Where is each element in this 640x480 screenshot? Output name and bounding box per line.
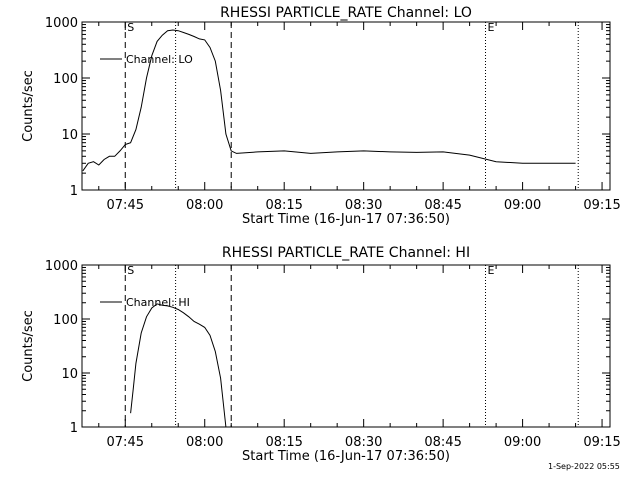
x-tick-label: 09:15 — [583, 435, 620, 450]
chart-panel-1: RHESSI PARTICLE_RATE Channel: LO 1 10 100 10… — [21, 5, 621, 227]
x-tick-label: 08:00 — [186, 435, 223, 450]
y-tick-label: 1 — [70, 421, 78, 436]
x-tick-label: 09:00 — [504, 198, 541, 213]
series-line-2 — [130, 303, 227, 428]
plot-frame — [81, 264, 611, 428]
x-tick-label: 08:15 — [265, 435, 302, 450]
x-tick-label: 08:00 — [186, 198, 223, 213]
y-tick-label: 10 — [61, 367, 78, 382]
x-tick-label: 08:45 — [424, 198, 461, 213]
legend-label: Channel: LO — [126, 53, 193, 66]
marker-label: S — [127, 264, 134, 277]
x-tick-label: 08:30 — [345, 435, 382, 450]
y-tick-label: 100 — [53, 72, 78, 87]
marker-label: S — [127, 21, 134, 34]
x-axis-label: Start Time (16-Jun-17 07:36:50) — [242, 449, 450, 464]
chart-panel-2: RHESSI PARTICLE_RATE Channel: HI 1 10 100 10… — [21, 245, 621, 464]
marker-label: E — [488, 264, 495, 277]
y-axis-label: Counts/sec — [21, 310, 36, 382]
x-axis-label: Start Time (16-Jun-17 07:36:50) — [242, 212, 450, 227]
y-tick-label: 1 — [70, 184, 78, 199]
y-tick-label: 1000 — [45, 259, 78, 274]
x-tick-label: 08:30 — [345, 198, 382, 213]
y-axis-label: Counts/sec — [21, 70, 36, 142]
x-tick-label: 07:45 — [107, 198, 144, 213]
y-tick-label: 1000 — [45, 16, 78, 31]
legend-label: Channel: HI — [126, 296, 190, 309]
timestamp: 1-Sep-2022 05:55 — [548, 462, 620, 471]
plot-frame — [81, 21, 611, 191]
x-tick-label: 08:45 — [424, 435, 461, 450]
y-tick-label: 100 — [53, 313, 78, 328]
x-tick-label: 09:00 — [504, 435, 541, 450]
marker-label: E — [488, 21, 495, 34]
chart-title: RHESSI PARTICLE_RATE Channel: HI — [222, 245, 470, 261]
chart-title: RHESSI PARTICLE_RATE Channel: LO — [220, 5, 472, 21]
x-tick-label: 07:45 — [107, 435, 144, 450]
x-tick-label: 09:15 — [583, 198, 620, 213]
x-tick-label: 08:15 — [265, 198, 302, 213]
y-tick-label: 10 — [61, 128, 78, 143]
series-line-1 — [82, 29, 576, 172]
